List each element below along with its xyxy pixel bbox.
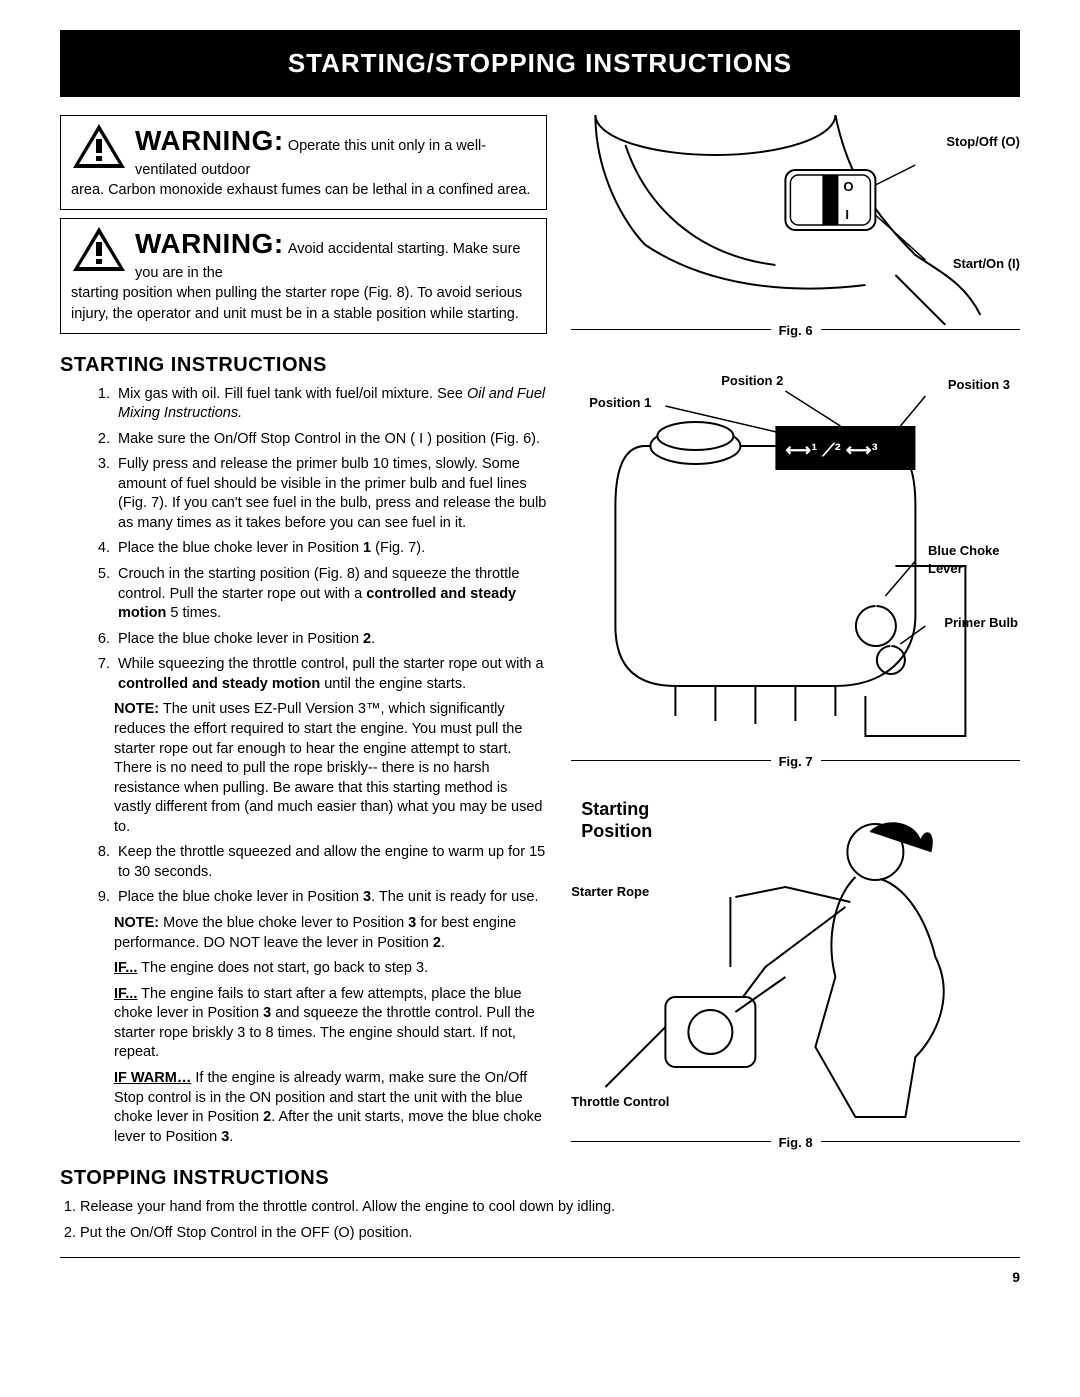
fig8-title-1: Starting xyxy=(581,797,649,821)
svg-text:⟷¹ ⟋² ⟷³: ⟷¹ ⟋² ⟷³ xyxy=(786,440,878,460)
if-2: IF... The engine fails to start after a … xyxy=(60,985,547,1063)
fig8-caption: Fig. 8 xyxy=(771,1134,821,1152)
fig6-caption: Fig. 6 xyxy=(771,322,821,340)
warning-body-2b: starting position when pulling the start… xyxy=(71,285,522,322)
stopping-heading: STOPPING INSTRUCTIONS xyxy=(60,1165,547,1192)
fig7-pos1: Position 1 xyxy=(589,394,651,412)
footer-rule xyxy=(60,1257,1020,1258)
warning-triangle-icon xyxy=(71,122,127,170)
stop-step-2: Put the On/Off Stop Control in the OFF (… xyxy=(80,1224,1020,1244)
fig8-title-2: Position xyxy=(581,819,652,843)
figure-7-illustration: ⟷¹ ⟋² ⟷³ Position 1 Position 2 Position … xyxy=(571,366,1020,756)
step-3: Fully press and release the primer bulb … xyxy=(114,455,547,533)
right-column: O I Stop/Off (O) Start/On (I) Fig. 6 xyxy=(571,115,1020,1198)
page-number: 9 xyxy=(60,1268,1020,1287)
left-column: WARNING: Operate this unit only in a wel… xyxy=(60,115,547,1198)
if-warm: IF WARM… If the engine is already warm, … xyxy=(60,1069,547,1147)
fig7-pos3: Position 3 xyxy=(948,376,1010,394)
figure-7: ⟷¹ ⟋² ⟷³ Position 1 Position 2 Position … xyxy=(571,366,1020,761)
fig8-throttle: Throttle Control xyxy=(571,1093,669,1111)
figure-8: Starting Position Starter Rope Throttle … xyxy=(571,797,1020,1142)
stop-step-1: Release your hand from the throttle cont… xyxy=(80,1198,1020,1218)
step-8: Keep the throttle squeezed and allow the… xyxy=(114,843,547,882)
figure-8-illustration: Starting Position Starter Rope Throttle … xyxy=(571,797,1020,1137)
fig7-blue-choke: Blue Choke Lever xyxy=(928,542,1018,577)
figure-6-illustration: O I Stop/Off (O) Start/On (I) xyxy=(571,115,1020,325)
fig6-label-stopoff: Stop/Off (O) xyxy=(946,133,1020,151)
step-7: While squeezing the throttle control, pu… xyxy=(114,655,547,694)
step-5: Crouch in the starting position (Fig. 8)… xyxy=(114,565,547,624)
warning-box-2: WARNING: Avoid accidental starting. Make… xyxy=(60,218,547,333)
fig7-primer-bulb: Primer Bulb xyxy=(944,614,1018,632)
fig6-label-starton: Start/On (I) xyxy=(953,255,1020,273)
figure-6: O I Stop/Off (O) Start/On (I) Fig. 6 xyxy=(571,115,1020,330)
starting-heading: STARTING INSTRUCTIONS xyxy=(60,352,547,379)
step-4: Place the blue choke lever in Position 1… xyxy=(114,539,547,559)
stopping-steps: Release your hand from the throttle cont… xyxy=(60,1198,1020,1243)
step-6: Place the blue choke lever in Position 2… xyxy=(114,630,547,650)
step-9: Place the blue choke lever in Position 3… xyxy=(114,888,547,908)
fig7-pos2: Position 2 xyxy=(721,372,783,390)
if-1: IF... The engine does not start, go back… xyxy=(60,959,547,979)
fig8-starter-rope: Starter Rope xyxy=(571,883,649,901)
page-title-bar: STARTING/STOPPING INSTRUCTIONS xyxy=(60,30,1020,97)
warning-word-2: WARNING: xyxy=(135,228,284,259)
starting-steps-cont: Keep the throttle squeezed and allow the… xyxy=(60,843,547,908)
svg-text:O: O xyxy=(844,179,854,194)
warning-triangle-icon xyxy=(71,225,127,273)
note-1: NOTE: The unit uses EZ-Pull Version 3™, … xyxy=(60,700,547,837)
step-2: Make sure the On/Off Stop Control in the… xyxy=(114,430,547,450)
warning-box-1: WARNING: Operate this unit only in a wel… xyxy=(60,115,547,210)
warning-word-1: WARNING: xyxy=(135,125,284,156)
fig7-caption: Fig. 7 xyxy=(771,753,821,771)
step-1: Mix gas with oil. Fill fuel tank with fu… xyxy=(114,385,547,424)
content-columns: WARNING: Operate this unit only in a wel… xyxy=(60,115,1020,1198)
svg-text:I: I xyxy=(846,207,850,222)
note-2: NOTE: Move the blue choke lever to Posit… xyxy=(60,914,547,953)
warning-body-1b: area. Carbon monoxide exhaust fumes can … xyxy=(71,182,530,198)
starting-steps: Mix gas with oil. Fill fuel tank with fu… xyxy=(60,385,547,695)
